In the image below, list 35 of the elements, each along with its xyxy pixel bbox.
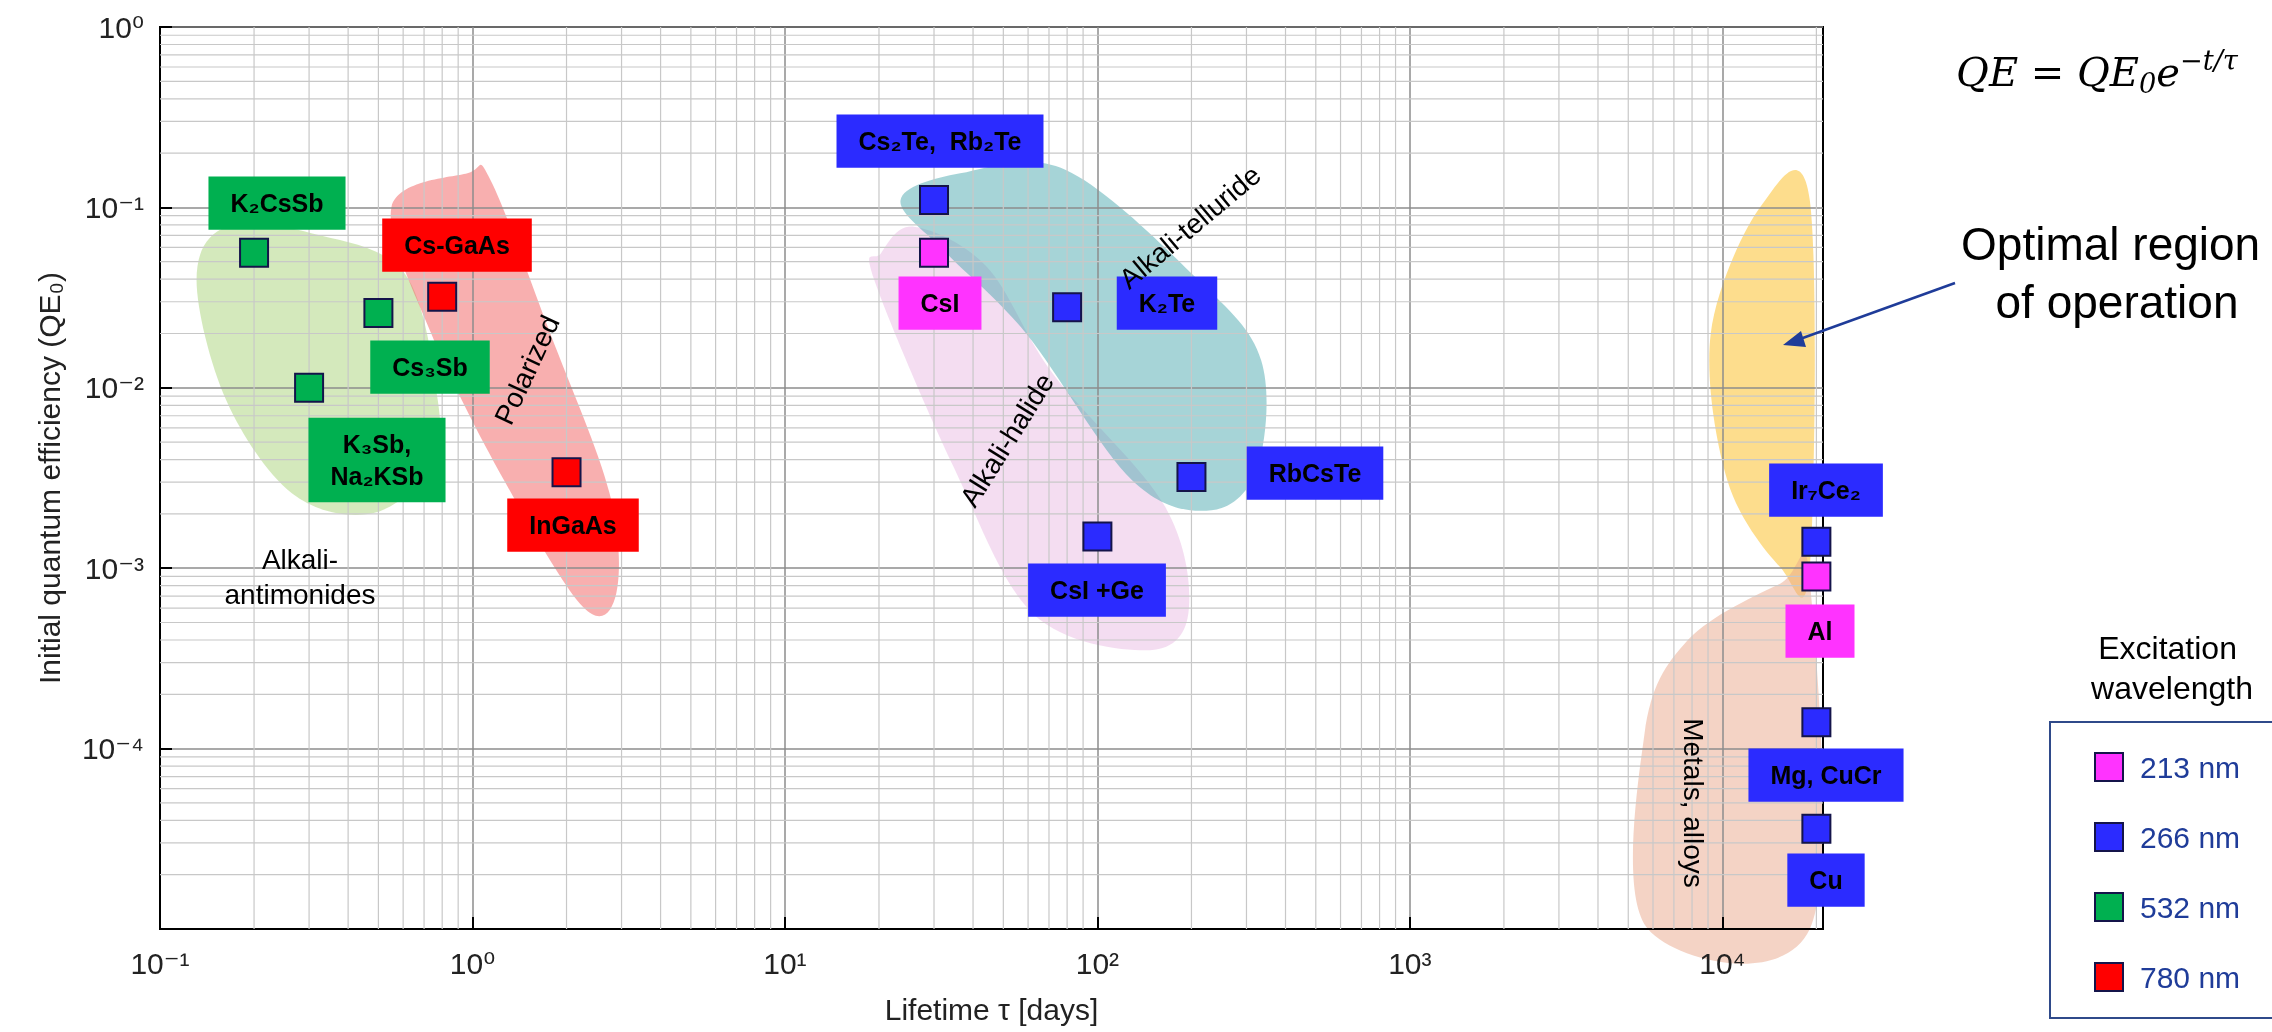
legend-label: 532 nm — [2140, 890, 2241, 924]
annotation: Cs-GaAs — [404, 231, 510, 259]
legend-label: 780 nm — [2140, 960, 2241, 994]
y-tick-label: 10⁰ — [98, 10, 144, 44]
x-tick-label: 10³ — [1388, 947, 1432, 981]
annotation: InGaAs — [529, 511, 617, 539]
annotation: RbCsTe — [1268, 459, 1362, 487]
annotation: Cs₃Sb — [392, 353, 468, 381]
y-tick-label: 10⁻⁴ — [81, 732, 144, 766]
legend-title: Excitation wavelength — [2090, 630, 2253, 706]
x-tick-label: 10⁰ — [449, 947, 496, 981]
annotation: CsI — [920, 289, 960, 317]
annotation: CsI +Ge — [1050, 576, 1144, 604]
annotation: Cu — [1809, 866, 1843, 894]
y-tick-label: 10⁻³ — [84, 551, 144, 585]
x-tick-label: 10⁴ — [1699, 947, 1746, 981]
annotation: K₂CsSb — [230, 189, 324, 217]
annotation: K₃Sb, Na₂KSb — [330, 430, 424, 490]
x-axis-title: Lifetime τ [days] — [884, 993, 1099, 1027]
annotation: K₂Te — [1138, 289, 1196, 317]
y-axis-title: Initial quantum efficiency (QE₀) — [32, 271, 66, 685]
legend-label: 213 nm — [2140, 750, 2241, 784]
annotation: Metals, alloys — [1677, 718, 1709, 888]
legend-label: 266 nm — [2140, 820, 2241, 854]
x-tick-label: 10² — [1075, 947, 1120, 981]
text: Optimal region of operation — [1961, 218, 2272, 328]
x-tick-label: 10¹ — [763, 947, 807, 981]
annotation: Ir₇Ce₂ — [1791, 476, 1861, 504]
annotation: Cs₂Te, Rb₂Te — [858, 127, 1022, 155]
annotation: Alkali- antimonides — [224, 544, 376, 610]
annotation: Mg, CuCr — [1770, 761, 1882, 789]
annotation: Al — [1807, 617, 1833, 645]
y-tick-label: 10⁻¹ — [84, 190, 144, 224]
y-tick-label: 10⁻² — [84, 371, 144, 405]
x-tick-label: 10⁻¹ — [130, 947, 190, 981]
